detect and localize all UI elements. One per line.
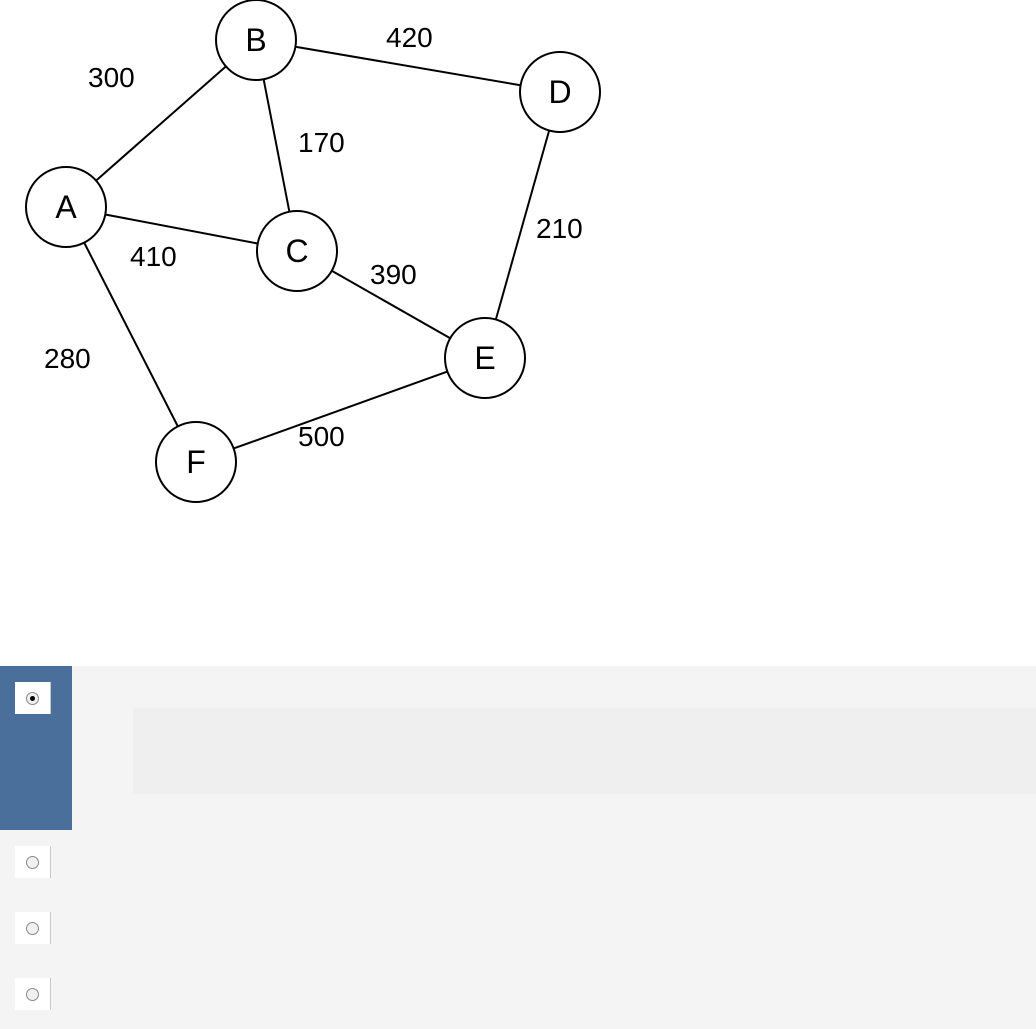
radio-box-4[interactable] — [15, 978, 51, 1010]
edge-weight-A-C: 410 — [130, 241, 177, 272]
node-label-F: F — [186, 444, 206, 480]
option-column — [0, 666, 118, 1029]
edge-weight-D-E: 210 — [536, 213, 583, 244]
radio-box-1[interactable] — [15, 682, 51, 714]
node-label-E: E — [474, 340, 495, 376]
edge-weight-A-F: 280 — [44, 343, 91, 374]
graph-svg: 300 420 170 410 210 390 280 500 A B C D E F — [0, 0, 1036, 666]
graph-diagram: 300 420 170 410 210 390 280 500 A B C D E F — [0, 0, 1036, 666]
edge-B-C — [264, 79, 290, 211]
node-label-D: D — [548, 74, 571, 110]
option-3[interactable] — [0, 896, 72, 962]
radio-box-2[interactable] — [15, 846, 51, 878]
edge-weight-B-C: 170 — [298, 127, 345, 158]
node-label-C: C — [285, 233, 308, 269]
node-label-B: B — [245, 22, 266, 58]
option-1[interactable] — [0, 666, 72, 830]
radio-box-3[interactable] — [15, 912, 51, 944]
edge-weight-B-D: 420 — [386, 22, 433, 53]
edge-weight-F-E: 500 — [298, 421, 345, 452]
node-label-A: A — [55, 189, 77, 225]
answer-panel — [0, 666, 1036, 1029]
answer-bar — [133, 708, 1036, 794]
option-4[interactable] — [0, 962, 72, 1028]
answer-content — [118, 666, 1036, 1029]
option-2[interactable] — [0, 830, 72, 896]
edge-weight-C-E: 390 — [370, 259, 417, 290]
edge-weight-A-B: 300 — [88, 62, 135, 93]
edge-A-C — [105, 214, 257, 243]
